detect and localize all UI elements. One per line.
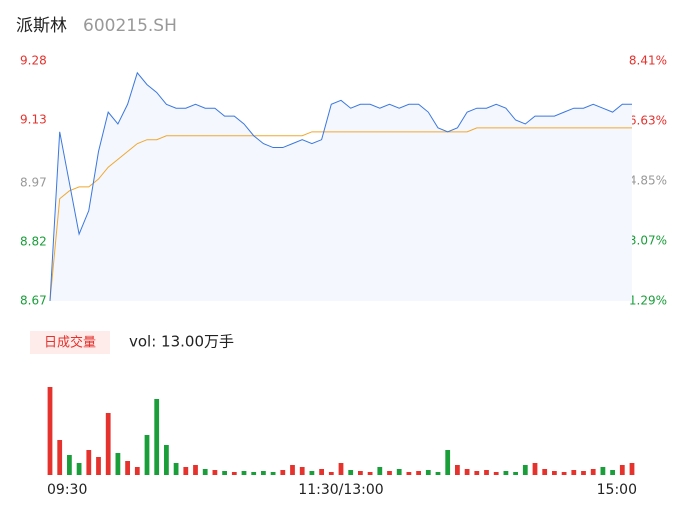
y2-tick-label: 3.07%	[629, 234, 667, 248]
volume-bar	[309, 471, 315, 475]
volume-bar	[76, 463, 82, 475]
line-1	[49, 127, 632, 302]
y2-tick-label: 1.29%	[629, 294, 667, 308]
volume-bar	[552, 471, 557, 475]
volume-bar	[581, 471, 586, 475]
price-area	[50, 72, 632, 301]
volume-bar	[561, 472, 567, 475]
y-tick-label: 8.82	[20, 234, 47, 248]
x-tick-label: 11:30/13:00	[298, 482, 383, 498]
volume-bar	[522, 465, 528, 475]
volume-bar	[251, 472, 257, 475]
volume-bar	[542, 469, 548, 475]
y2-tick-label: 8.41%	[629, 54, 667, 68]
volume-bar	[154, 399, 160, 475]
x-tick-label: 15:00	[597, 482, 637, 498]
volume-bar	[105, 413, 111, 475]
y2-tick-label: 4.85%	[629, 174, 667, 188]
volume-bar	[629, 463, 635, 475]
volume-bar	[387, 471, 392, 475]
volume-bar	[416, 471, 421, 475]
volume-bar	[115, 453, 121, 475]
volume-bar	[338, 463, 344, 475]
y-tick-label: 8.67	[20, 294, 47, 308]
volume-bar	[193, 465, 198, 475]
volume-bar	[484, 470, 489, 475]
volume-text: vol: 13.00万手	[129, 333, 234, 351]
volume-bar	[134, 467, 140, 475]
volume-bar	[96, 457, 101, 475]
volume-bar	[464, 469, 470, 475]
volume-bar	[241, 471, 247, 475]
volume-bar	[396, 469, 402, 475]
volume-bar	[202, 469, 208, 475]
volume-legend: 日成交量	[44, 335, 96, 351]
volume-bar	[532, 463, 538, 475]
volume-bar	[493, 472, 499, 475]
volume-bar	[299, 467, 305, 475]
volume-bar	[435, 472, 441, 475]
volume-bar	[425, 470, 431, 475]
volume-bar	[377, 467, 383, 475]
volume-bar	[610, 470, 615, 475]
x-tick-label: 09:30	[47, 482, 87, 498]
volume-bar	[222, 471, 227, 475]
volume-bar	[358, 471, 363, 475]
volume-bar	[455, 465, 460, 475]
volume-bar	[474, 471, 480, 475]
volume-bar	[212, 470, 218, 475]
volume-bar	[86, 450, 92, 475]
y-tick-label: 9.13	[20, 113, 47, 127]
volume-bar	[183, 467, 189, 475]
stock-name: 派斯林	[16, 16, 67, 36]
volume-bar	[328, 472, 334, 475]
volume-bar	[261, 471, 266, 475]
stock-code: 600215.SH	[83, 16, 177, 36]
y-tick-label: 9.28	[20, 54, 47, 68]
volume-bar	[319, 469, 324, 475]
volume-bar	[600, 467, 606, 475]
volume-bar	[571, 470, 577, 475]
volume-bar	[348, 470, 354, 475]
volume-bar	[270, 472, 276, 475]
volume-bar	[290, 465, 295, 475]
y2-tick-label: 6.63%	[629, 114, 667, 128]
volume-bar	[67, 455, 72, 475]
volume-bar	[406, 472, 412, 475]
volume-bar	[144, 435, 150, 475]
volume-bar	[125, 461, 130, 475]
volume-bar	[503, 471, 509, 475]
line-0	[49, 71, 632, 302]
volume-bar	[513, 472, 518, 475]
volume-bar	[173, 463, 179, 475]
volume-bar	[619, 465, 625, 475]
volume-bar	[280, 470, 286, 475]
volume-bar	[367, 472, 373, 475]
volume-bar	[164, 445, 169, 475]
volume-bar	[231, 472, 237, 475]
volume-bar	[590, 469, 596, 475]
volume-bar	[445, 450, 451, 475]
volume-legend-box	[30, 331, 110, 354]
y-tick-label: 8.97	[20, 175, 47, 189]
volume-bar	[47, 387, 53, 475]
volume-bar	[57, 440, 63, 475]
